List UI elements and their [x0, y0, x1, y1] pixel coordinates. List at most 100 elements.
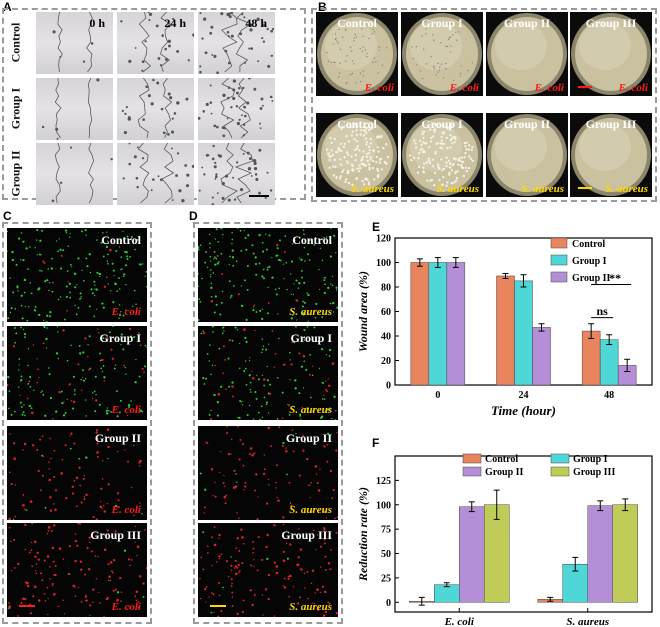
dead-cell-dot	[83, 498, 86, 501]
cell-dot	[236, 121, 240, 126]
bacterial-colony	[361, 155, 365, 159]
bacterial-colony	[349, 46, 352, 48]
dead-cell-dot	[329, 469, 332, 473]
dead-cell-dot	[84, 337, 87, 340]
cell-dot	[211, 157, 215, 161]
live-cell-dot	[205, 251, 207, 254]
live-cell-dot	[123, 237, 126, 239]
live-cell-dot	[198, 246, 200, 249]
bacterial-colony	[433, 68, 436, 70]
live-cell-dot	[36, 254, 38, 256]
bacterial-colony	[334, 38, 337, 41]
image-label: Control	[101, 233, 141, 247]
live-cell-dot	[261, 338, 264, 340]
bacterial-colony	[354, 159, 357, 162]
live-cell-dot	[95, 393, 97, 396]
dead-cell-dot	[223, 495, 227, 499]
cell-dot	[248, 47, 251, 50]
live-cell-dot	[16, 286, 19, 289]
dead-cell-dot	[77, 586, 80, 589]
legend-label: Group I	[572, 256, 607, 267]
live-cell-dot	[292, 293, 295, 296]
live-cell-dot	[116, 415, 119, 418]
cell-dot	[221, 196, 225, 200]
live-cell-dot	[46, 327, 48, 329]
bacterial-colony	[342, 145, 346, 149]
cell-dot	[271, 99, 274, 102]
bacterial-colony	[350, 50, 353, 52]
live-cell-dot	[302, 387, 305, 389]
bacterial-colony	[367, 183, 371, 186]
live-cell-dot	[325, 236, 328, 238]
dead-cell-dot	[13, 567, 16, 569]
live-cell-dot	[218, 261, 220, 263]
live-cell-dot	[29, 386, 32, 388]
dead-cell-dot	[101, 358, 104, 362]
cell-dot	[226, 30, 230, 34]
bacterial-colony	[367, 128, 371, 132]
live-cell-dot	[79, 352, 82, 355]
bacterial-colony	[362, 150, 365, 153]
live-cell-dot	[146, 346, 147, 349]
bacterial-colony	[366, 55, 368, 58]
dead-cell-dot	[316, 481, 319, 485]
scratch-edge-line	[137, 143, 150, 204]
bacterial-colony	[454, 179, 458, 183]
bacterial-colony	[345, 151, 349, 154]
live-cell-dot	[227, 357, 230, 360]
live-cell-dot	[286, 288, 288, 291]
dead-cell-dot	[282, 559, 286, 562]
bacterial-colony	[369, 142, 373, 145]
bacterial-colony	[460, 65, 462, 67]
dead-cell-dot	[220, 450, 222, 453]
live-cell-dot	[96, 271, 99, 274]
live-cell-dot	[252, 306, 255, 308]
live-cell-dot	[268, 412, 270, 414]
live-cell-dot	[65, 285, 68, 288]
dead-cell-dot	[267, 302, 270, 304]
dead-cell-dot	[326, 390, 329, 393]
live-cell-dot	[327, 286, 330, 290]
live-cell-dot	[77, 306, 80, 309]
cell-dot	[253, 167, 258, 171]
petri-dish	[402, 13, 482, 95]
live-cell-dot	[213, 250, 216, 253]
bacterial-colony	[471, 145, 474, 149]
dead-cell-dot	[244, 482, 247, 484]
dead-cell-dot	[240, 528, 243, 531]
live-cell-dot	[126, 255, 129, 258]
bacterial-colony	[355, 147, 359, 150]
dead-cell-dot	[256, 569, 259, 572]
live-cell-dot	[46, 279, 49, 282]
live-cell-dot	[107, 457, 109, 460]
dead-cell-dot	[323, 394, 325, 397]
live-cell-dot	[34, 306, 37, 308]
bacterial-colony	[344, 178, 348, 181]
live-cell-dot	[26, 319, 29, 322]
cell-dot	[224, 174, 229, 178]
dead-cell-dot	[308, 373, 311, 376]
live-cell-dot	[239, 342, 241, 345]
y-tick-label: 20	[381, 356, 391, 367]
live-cell-dot	[329, 407, 332, 410]
scratch-edges	[198, 78, 274, 139]
bacteria-label: E. coli	[111, 404, 141, 416]
bacterial-colony	[337, 146, 340, 150]
panel-label-d: D	[189, 209, 198, 223]
bacteria-label: S. aureus	[521, 183, 564, 195]
dead-cell-dot	[275, 487, 277, 489]
bacterial-colony	[344, 60, 347, 62]
cell-dot	[142, 118, 145, 121]
cell-dot	[160, 107, 164, 111]
fluorescence-image: Control E. coli	[7, 228, 147, 322]
bacterial-colony	[360, 129, 363, 132]
live-cell-dot	[130, 400, 132, 402]
dead-cell-dot	[300, 568, 303, 571]
live-cell-dot	[213, 258, 215, 260]
dead-cell-dot	[275, 571, 279, 575]
dead-cell-dot	[267, 426, 271, 430]
cell-dot	[156, 81, 160, 85]
dead-cell-dot	[134, 595, 137, 598]
live-cell-dot	[144, 344, 147, 347]
agar-plate: Group I E. coli	[401, 12, 483, 96]
